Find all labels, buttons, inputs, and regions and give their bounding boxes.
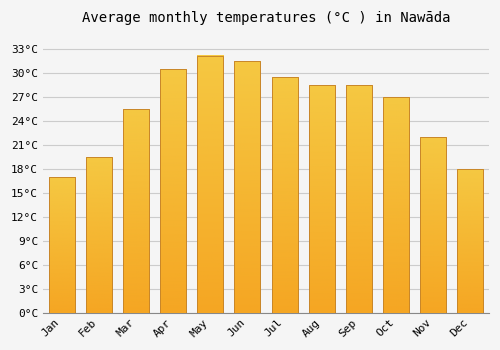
Bar [458,169,483,313]
Bar [48,177,74,313]
Bar [383,97,409,313]
Bar [420,137,446,313]
Bar [197,56,223,313]
Bar [346,85,372,313]
Title: Average monthly temperatures (°C ) in Nawāda: Average monthly temperatures (°C ) in Na… [82,11,450,25]
Bar [160,69,186,313]
Bar [272,77,297,313]
Bar [308,85,334,313]
Bar [86,157,112,313]
Bar [123,109,149,313]
Bar [234,61,260,313]
